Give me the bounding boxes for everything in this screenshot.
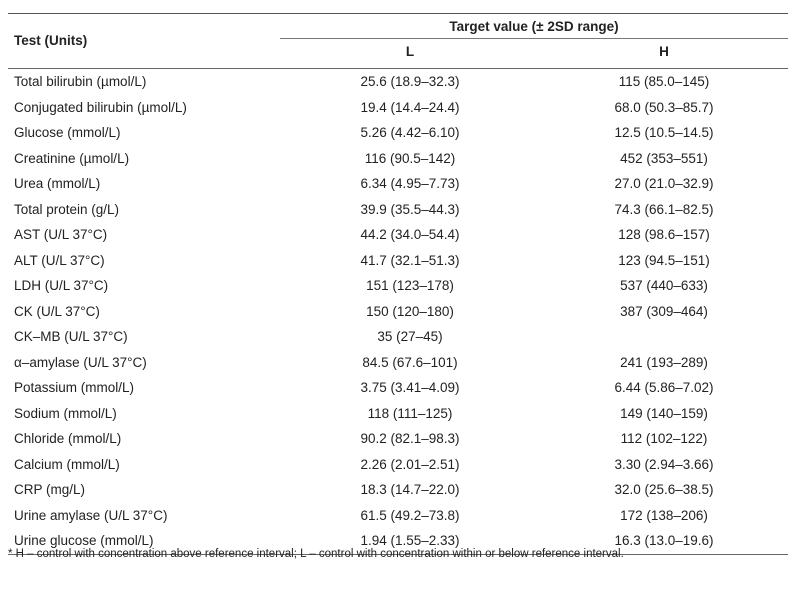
row-test-name: Creatinine (µmol/L)	[14, 150, 130, 166]
table-row: LDH (U/L 37°C) 151 (123–178) 537 (440–633)	[8, 272, 788, 298]
row-test-name: Conjugated bilirubin (µmol/L)	[14, 99, 187, 115]
row-value-h: 68.0 (50.3–85.7)	[614, 99, 714, 115]
table-row: Total protein (g/L) 39.9 (35.5–44.3) 74.3 …	[8, 196, 788, 222]
table-row: Sodium (mmol/L) 118 (111–125) 149 (140–159…	[8, 400, 788, 426]
table-body: Total bilirubin (µmol/L) 25.6 (18.9–32.3)…	[8, 68, 788, 553]
row-test-name: Sodium (mmol/L)	[14, 405, 117, 421]
row-value-h: 241 (193–289)	[620, 354, 708, 370]
table-footnote: * H – control with concentration above r…	[8, 548, 624, 560]
table-row: Creatinine (µmol/L) 116 (90.5–142) 452 (35…	[8, 145, 788, 171]
table-row: Potassium (mmol/L) 3.75 (3.41–4.09) 6.44 (…	[8, 374, 788, 400]
row-value-l: 61.5 (49.2–73.8)	[360, 507, 460, 523]
row-test-name: Potassium (mmol/L)	[14, 380, 135, 395]
row-test-name: Calcium (mmol/L)	[14, 456, 120, 472]
row-test-name: α–amylase (U/L 37°C)	[14, 354, 147, 370]
row-test-name: Urine amylase (U/L 37°C)	[14, 507, 168, 523]
header-target-value: Target value (± 2SD range)	[449, 19, 619, 34]
row-value-l: 3.75 (3.41–4.09)	[360, 380, 460, 395]
row-value-h: 172 (138–206)	[620, 507, 708, 523]
row-value-l: 41.7 (32.1–51.3)	[360, 252, 460, 268]
table-row: α–amylase (U/L 37°C) 84.5 (67.6–101) 241 (…	[8, 349, 788, 375]
row-value-h: 387 (309–464)	[620, 303, 708, 319]
header-sub-rule	[280, 38, 788, 39]
table-row: Glucose (mmol/L) 5.26 (4.42–6.10) 12.5 (10…	[8, 119, 788, 145]
row-value-h: 537 (440–633)	[620, 278, 708, 293]
header-col-h: H	[659, 44, 669, 59]
table-row: Urine glucose (mmol/L) 1.94 (1.55–2.33) 16…	[8, 527, 788, 553]
row-value-l: 2.26 (2.01–2.51)	[360, 456, 460, 472]
row-value-h: 27.0 (21.0–32.9)	[614, 176, 714, 191]
header-test-units: Test (Units)	[14, 33, 88, 48]
row-value-l: 150 (120–180)	[366, 303, 454, 319]
row-value-h: 452 (353–551)	[620, 150, 708, 166]
table-row: Chloride (mmol/L) 90.2 (82.1–98.3) 112 (10…	[8, 425, 788, 451]
row-value-l: 35 (27–45)	[377, 329, 443, 344]
row-test-name: Glucose (mmol/L)	[14, 125, 121, 140]
row-value-l: 39.9 (35.5–44.3)	[360, 201, 460, 217]
row-test-name: Chloride (mmol/L)	[14, 431, 122, 446]
row-test-name: Urea (mmol/L)	[14, 176, 101, 191]
row-value-h: 16.3 (13.0–19.6)	[614, 533, 714, 548]
row-value-l: 18.3 (14.7–22.0)	[360, 482, 460, 497]
row-test-name: Total protein (g/L)	[14, 201, 120, 217]
table-row: Urea (mmol/L) 6.34 (4.95–7.73) 27.0 (21.0–…	[8, 170, 788, 196]
row-value-l: 151 (123–178)	[366, 278, 454, 293]
row-value-h: 12.5 (10.5–14.5)	[614, 125, 714, 140]
row-value-l: 5.26 (4.42–6.10)	[360, 125, 460, 140]
row-value-l: 90.2 (82.1–98.3)	[360, 431, 460, 446]
row-value-l: 6.34 (4.95–7.73)	[360, 176, 460, 191]
row-test-name: Total bilirubin (µmol/L)	[14, 74, 147, 89]
table-row: CK (U/L 37°C) 150 (120–180) 387 (309–464)	[8, 298, 788, 324]
row-value-l: 116 (90.5–142)	[364, 150, 456, 166]
row-value-l: 118 (111–125)	[367, 405, 453, 421]
row-value-l: 19.4 (14.4–24.4)	[360, 99, 460, 115]
row-value-l: 84.5 (67.6–101)	[362, 354, 458, 370]
row-value-l: 1.94 (1.55–2.33)	[360, 533, 460, 548]
header-col-l: L	[405, 44, 415, 59]
row-value-h: 128 (98.6–157)	[618, 227, 710, 242]
table-row: Calcium (mmol/L) 2.26 (2.01–2.51) 3.30 (2.…	[8, 451, 788, 477]
row-value-h: 6.44 (5.86–7.02)	[614, 380, 714, 395]
row-test-name: Urine glucose (mmol/L)	[14, 533, 154, 548]
table-row: Conjugated bilirubin (µmol/L) 19.4 (14.4–…	[8, 94, 788, 120]
row-test-name: ALT (U/L 37°C)	[14, 252, 105, 268]
row-value-h: 112 (102–122)	[620, 431, 708, 446]
table-top-rule	[8, 13, 788, 15]
row-test-name: LDH (U/L 37°C)	[14, 278, 109, 293]
table-row: AST (U/L 37°C) 44.2 (34.0–54.4) 128 (98.6–…	[8, 221, 788, 247]
row-test-name: AST (U/L 37°C)	[14, 227, 108, 242]
table-row: ALT (U/L 37°C) 41.7 (32.1–51.3) 123 (94.5–…	[8, 247, 788, 273]
table-row: Total bilirubin (µmol/L) 25.6 (18.9–32.3)…	[8, 68, 788, 94]
table-row: CK–MB (U/L 37°C) 35 (27–45)	[8, 323, 788, 349]
header-bottom-rule	[8, 68, 788, 69]
row-value-h: 115 (85.0–145)	[618, 74, 710, 89]
row-value-l: 44.2 (34.0–54.4)	[360, 227, 460, 242]
table-row: CRP (mg/L) 18.3 (14.7–22.0) 32.0 (25.6–38.…	[8, 476, 788, 502]
row-value-h: 74.3 (66.1–82.5)	[614, 201, 714, 217]
row-value-h: 3.30 (2.94–3.66)	[614, 456, 714, 472]
row-value-l: 25.6 (18.9–32.3)	[360, 74, 460, 89]
row-test-name: CRP (mg/L)	[14, 482, 86, 497]
row-test-name: CK–MB (U/L 37°C)	[14, 329, 128, 344]
row-value-h: 123 (94.5–151)	[618, 252, 710, 268]
table-row: Urine amylase (U/L 37°C) 61.5 (49.2–73.8)…	[8, 502, 788, 528]
row-value-h: 32.0 (25.6–38.5)	[614, 482, 714, 497]
table-bottom-rule	[8, 554, 788, 555]
row-value-h: 149 (140–159)	[620, 405, 708, 421]
row-test-name: CK (U/L 37°C)	[14, 303, 100, 319]
